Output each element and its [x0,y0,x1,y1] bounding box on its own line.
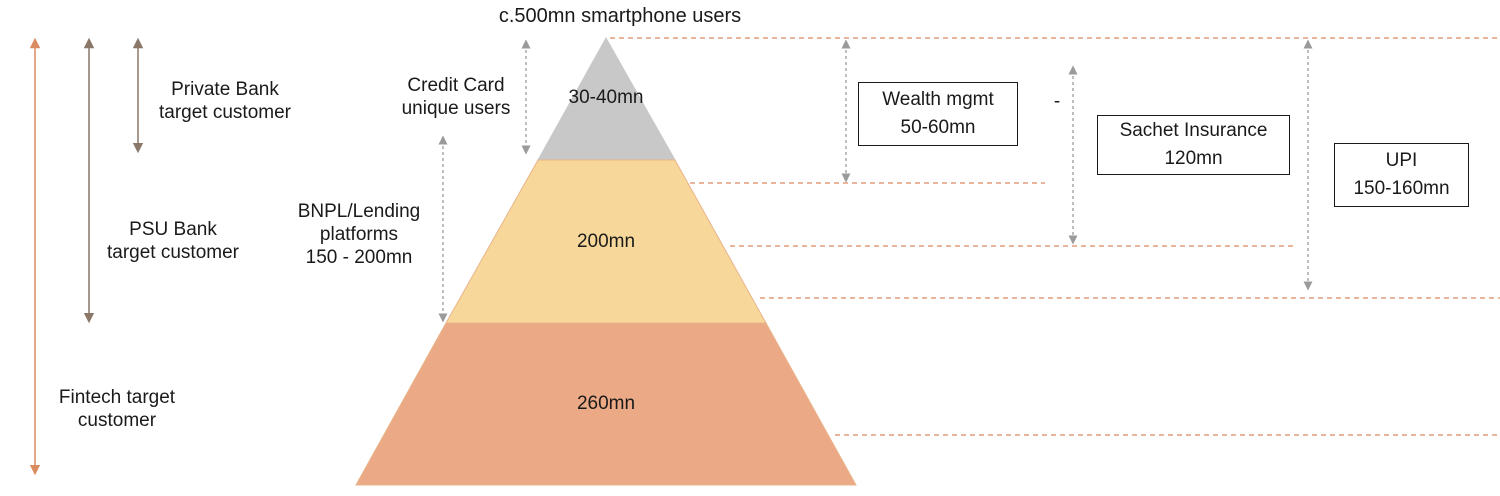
fintech-line-1: Fintech target [58,387,176,408]
tier-label-middle: 200mn [576,231,636,252]
fintech-label: Fintech target customer [42,386,192,432]
pyramid-tier-bottom [355,322,857,486]
sachet-line-2: 120mn [1164,148,1223,169]
psu-bank-label: PSU Bank target customer [88,218,258,264]
bnpl-line-3: 150 - 200mn [305,247,413,268]
upi-box: UPI 150-160mn [1334,143,1469,207]
upi-line-2: 150-160mn [1353,178,1450,199]
private-bank-label: Private Bank target customer [140,78,310,124]
credit-card-label: Credit Card unique users [386,74,526,120]
wealth-line-2: 50-60mn [900,117,976,138]
private-bank-line-1: Private Bank [171,79,279,100]
fintech-line-2: customer [77,410,157,431]
diagram-title: c.500mn smartphone users [498,5,742,27]
tier-label-bottom: 260mn [576,393,636,414]
credit-card-line-1: Credit Card [407,75,505,96]
credit-card-line-2: unique users [401,98,511,119]
dash-mark: - [1053,91,1061,112]
upi-line-1: UPI [1385,150,1418,171]
bnpl-line-2: platforms [319,224,399,245]
wealth-line-1: Wealth mgmt [882,89,994,110]
psu-bank-line-2: target customer [107,242,239,263]
private-bank-line-2: target customer [159,102,291,123]
bnpl-label: BNPL/Lending platforms 150 - 200mn [284,200,434,269]
sachet-line-1: Sachet Insurance [1119,120,1268,141]
sachet-insurance-box: Sachet Insurance 120mn [1097,115,1290,175]
wealth-mgmt-box: Wealth mgmt 50-60mn [858,82,1018,146]
bnpl-line-1: BNPL/Lending [297,201,421,222]
tier-label-top: 30-40mn [568,87,644,108]
psu-bank-line-1: PSU Bank [129,219,217,240]
